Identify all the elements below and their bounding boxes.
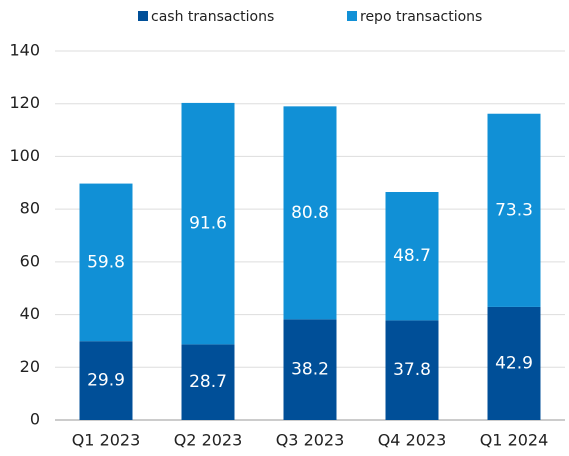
y-tick-label: 60 <box>20 251 40 270</box>
x-tick-label: Q4 2023 <box>378 431 447 450</box>
x-tick-label: Q1 2023 <box>72 431 141 450</box>
legend-swatch <box>138 11 148 21</box>
y-tick-label: 120 <box>9 93 40 112</box>
bar-segment <box>79 341 133 420</box>
bar-segment <box>487 113 541 307</box>
value-label: 91.6 <box>189 214 227 234</box>
bar-segment <box>385 320 439 420</box>
y-tick-label: 20 <box>20 357 40 376</box>
legend-swatch <box>347 11 357 21</box>
y-tick-label: 140 <box>9 41 40 60</box>
bar-segment <box>181 102 235 345</box>
value-label: 29.9 <box>87 371 125 391</box>
bar-segment <box>181 344 235 420</box>
value-label: 80.8 <box>291 203 329 223</box>
bar-segment <box>283 106 337 320</box>
value-label: 42.9 <box>495 353 533 373</box>
bar-segment <box>487 306 541 420</box>
y-tick-label: 0 <box>30 410 40 429</box>
legend-label: repo transactions <box>360 9 482 25</box>
y-tick-label: 40 <box>20 304 40 323</box>
bar-segment <box>385 192 439 321</box>
value-label: 73.3 <box>495 200 533 220</box>
x-tick-label: Q2 2023 <box>174 431 243 450</box>
y-tick-label: 80 <box>20 199 40 218</box>
x-tick-label: Q3 2023 <box>276 431 345 450</box>
y-tick-label: 100 <box>9 146 40 165</box>
value-label: 38.2 <box>291 360 329 380</box>
bar-segment <box>283 319 337 420</box>
value-label: 37.8 <box>393 360 431 380</box>
x-tick-label: Q1 2024 <box>480 431 549 450</box>
legend-label: cash transactions <box>151 9 274 25</box>
bar-segment <box>79 183 133 342</box>
value-label: 59.8 <box>87 252 125 272</box>
value-label: 48.7 <box>393 246 431 266</box>
value-label: 28.7 <box>189 372 227 392</box>
